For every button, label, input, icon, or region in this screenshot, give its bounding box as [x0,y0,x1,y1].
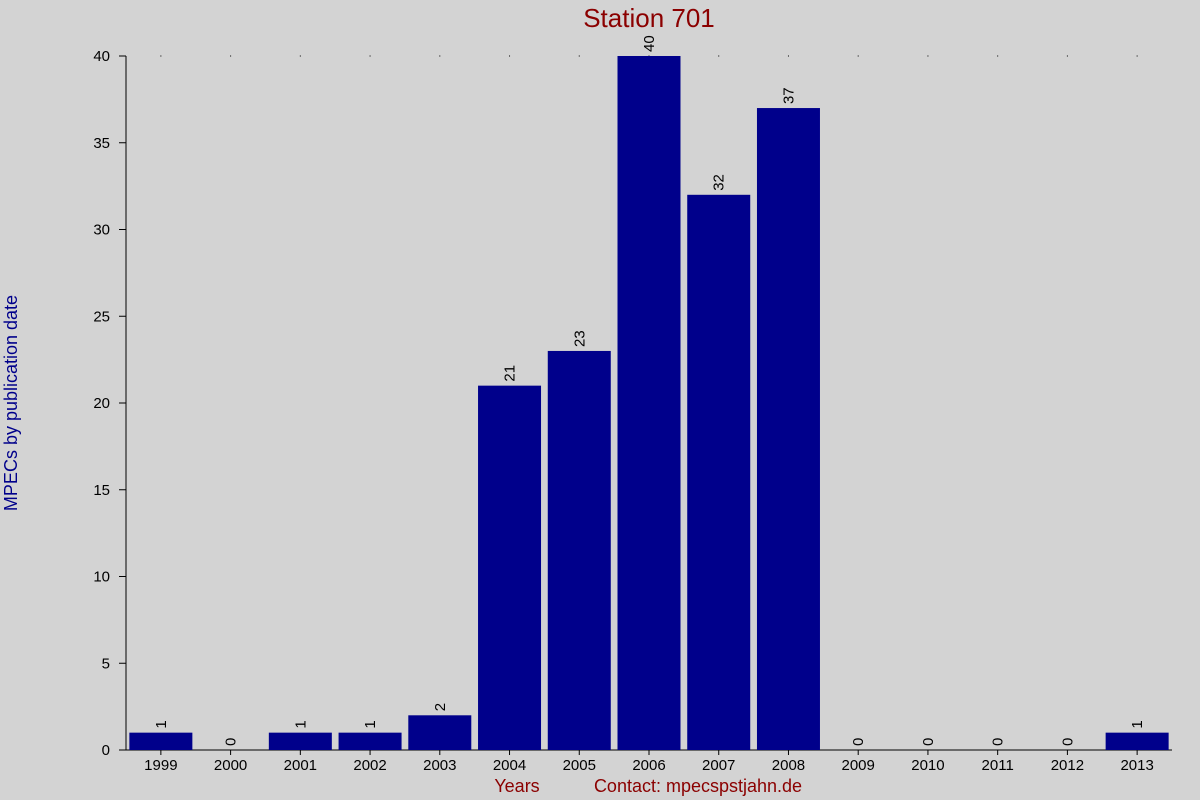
data-label: 0 [223,738,240,746]
top-dot [857,55,859,57]
bar [756,108,820,751]
top-dot [1066,55,1068,57]
x-tick-label: 2000 [214,757,247,774]
x-tick-label: 2005 [563,757,596,774]
data-label: 1 [153,720,170,728]
top-dot [997,55,999,57]
top-dot [230,55,232,57]
top-dot [369,55,371,57]
top-dot [927,55,929,57]
data-label: 0 [990,738,1007,746]
bar [338,732,402,750]
x-tick-label: 2001 [284,757,317,774]
y-tick-label: 25 [93,308,110,325]
top-dot [718,55,720,57]
top-dot [160,55,162,57]
data-label: 0 [1059,738,1076,746]
x-tick-label: 2006 [632,757,665,774]
x-tick-label: 2008 [772,757,805,774]
y-tick-label: 40 [93,48,110,65]
y-tick-label: 5 [102,655,110,672]
data-label: 40 [641,35,658,52]
data-label: 23 [571,330,588,347]
top-dot [299,55,301,57]
contact-note: Contact: mpecspstjahn.de [594,776,802,796]
top-dot [509,55,511,57]
bar [478,385,542,750]
y-tick-label: 20 [93,395,110,412]
x-tick-label: 2004 [493,757,526,774]
data-label: 1 [362,720,379,728]
data-label: 37 [780,87,797,104]
top-dot [1136,55,1138,57]
data-label: 0 [920,738,937,746]
data-label: 1 [1129,720,1146,728]
y-tick-label: 10 [93,569,110,586]
plot-area: 0510152025303540199912000020011200212003… [93,35,1172,774]
data-label: 0 [850,738,867,746]
x-tick-label: 2002 [353,757,386,774]
x-tick-label: 2013 [1120,757,1153,774]
top-dot [787,55,789,57]
y-tick-label: 15 [93,482,110,499]
x-tick-label: 1999 [144,757,177,774]
data-label: 32 [711,174,728,191]
y-tick-label: 0 [102,742,110,759]
x-tick-label: 2009 [842,757,875,774]
bar [687,194,751,751]
data-label: 2 [432,703,449,711]
y-axis-label: MPECs by publication date [1,295,21,511]
bar [617,56,681,750]
bar [408,715,472,750]
y-tick-label: 30 [93,222,110,239]
bar [547,350,611,750]
chart-title: Station 701 [583,3,715,33]
data-label: 21 [502,365,519,382]
x-tick-label: 2010 [911,757,944,774]
x-tick-label: 2003 [423,757,456,774]
x-axis-label: Years [494,776,539,796]
x-tick-label: 2007 [702,757,735,774]
top-dot [578,55,580,57]
y-tick-label: 35 [93,135,110,152]
data-label: 1 [292,720,309,728]
bar [1105,732,1169,750]
x-tick-label: 2011 [982,757,1014,774]
bar [268,732,332,750]
top-dot [439,55,441,57]
x-tick-label: 2012 [1051,757,1084,774]
bar [129,732,193,750]
